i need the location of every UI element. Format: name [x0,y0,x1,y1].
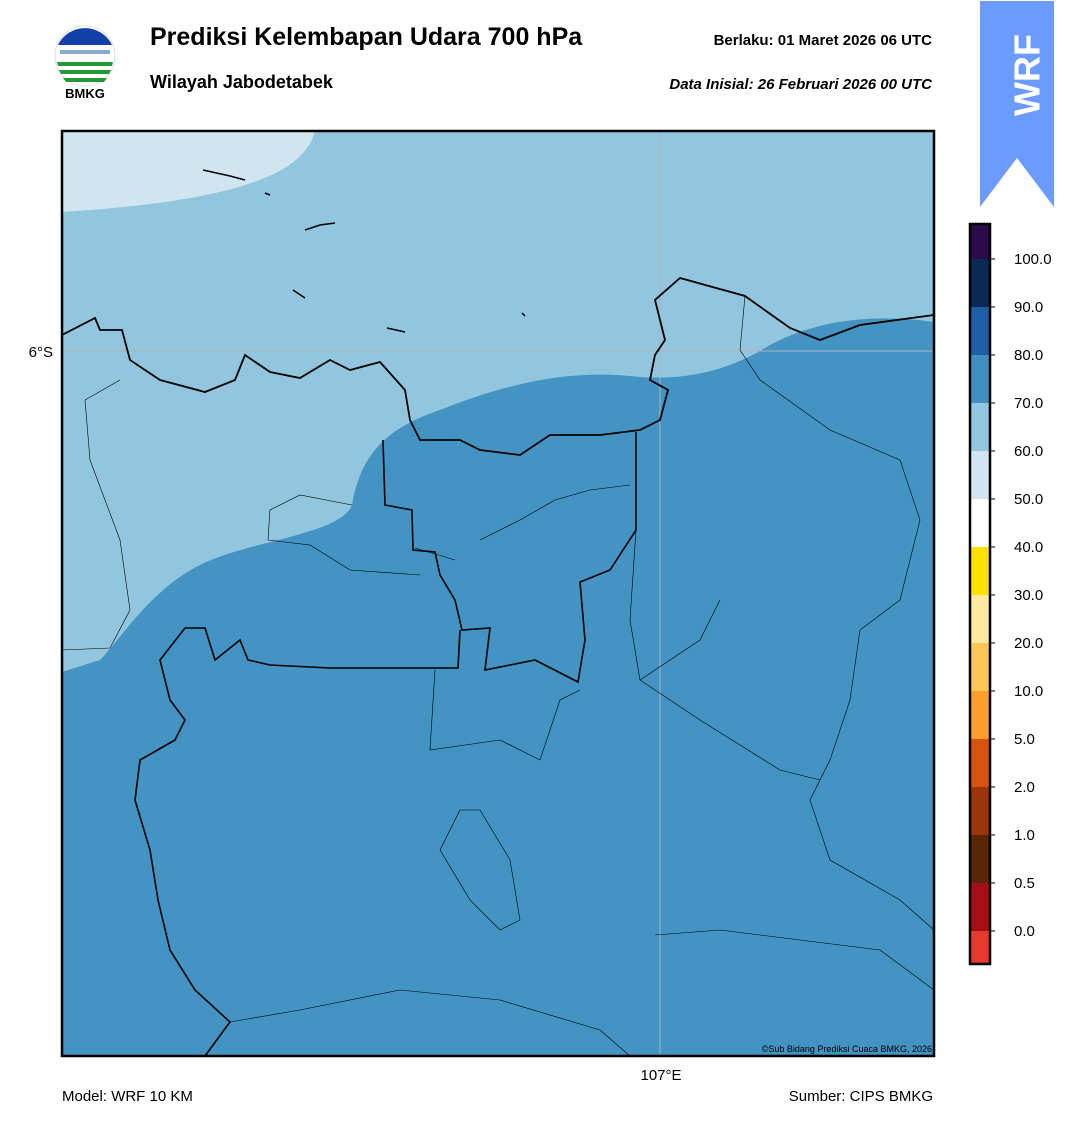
colorbar-label: 0.0 [1014,923,1035,940]
lat-label: 6°S [29,344,53,361]
badge-text: WRF [1007,34,1048,116]
colorbar-label: 1.0 [1014,827,1035,844]
colorbar-segment [970,691,990,739]
colorbar-frame [968,222,992,966]
colorbar-label: 40.0 [1014,539,1043,556]
colorbar-label: 50.0 [1014,491,1043,508]
colorbar: 100.0 90.0 80.0 70.0 60.0 50.0 40.0 30.0 20.0 10.… [968,222,1052,966]
title: Prediksi Kelembapan Udara 700 hPa [150,23,583,51]
colorbar-segment [970,643,990,691]
map-credit: ©Sub Bidang Prediksi Cuaca BMKG, 2026 [762,1044,932,1054]
colorbar-segment [970,883,990,931]
colorbar-segment [970,355,990,403]
colorbar-label: 80.0 [1014,347,1043,364]
map-frame [60,129,936,1058]
colorbar-label: 20.0 [1014,635,1043,652]
colorbar-label: 70.0 [1014,395,1043,412]
colorbar-segment [970,739,990,787]
colorbar-segment [970,931,990,964]
colorbar-segment [970,224,990,259]
colorbar-label: 10.0 [1014,683,1043,700]
footer-source: Sumber: CIPS BMKG [789,1088,933,1105]
initial-time: Data Inisial: 26 Februari 2026 00 UTC [669,76,933,93]
colorbar-label: 0.5 [1014,875,1035,892]
colorbar-label: 60.0 [1014,443,1043,460]
wrf-badge: WRF [980,1,1054,207]
valid-time: Berlaku: 01 Maret 2026 06 UTC [714,32,933,49]
subtitle: Wilayah Jabodetabek [150,72,334,92]
colorbar-segment [970,547,990,595]
colorbar-segment [970,595,990,643]
colorbar-segment [970,835,990,883]
logo-text: BMKG [65,86,105,101]
colorbar-segment [970,451,990,499]
colorbar-segment [970,307,990,355]
colorbar-label: 100.0 [1014,251,1052,268]
bmkg-logo: BMKG [54,25,116,101]
map: ©Sub Bidang Prediksi Cuaca BMKG, 2026 [62,131,934,1056]
colorbar-label: 2.0 [1014,779,1035,796]
colorbar-label: 5.0 [1014,731,1035,748]
colorbar-label: 30.0 [1014,587,1043,604]
colorbar-label: 90.0 [1014,299,1043,316]
colorbar-segment [970,787,990,835]
colorbar-segment [970,499,990,547]
colorbar-segment [970,259,990,307]
footer-model: Model: WRF 10 KM [62,1088,193,1105]
lon-label: 107°E [640,1067,681,1084]
colorbar-segment [970,403,990,451]
